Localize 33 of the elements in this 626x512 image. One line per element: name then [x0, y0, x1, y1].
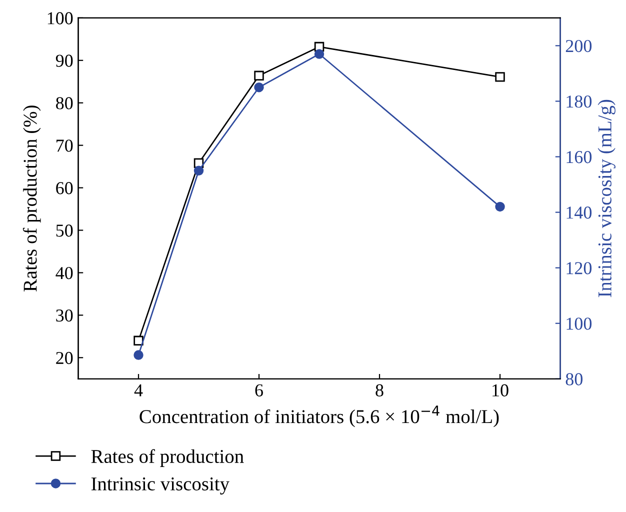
point [134, 336, 144, 346]
x-axis-title: Concentration of initiators (5.6 × 10$^{−4}$ mol/L) [140, 406, 499, 428]
y-tick-label: 70 [56, 140, 73, 152]
y2-tick-label: 180 [566, 95, 592, 108]
y-tick-label: 60 [56, 182, 73, 194]
y2-tick-label: 160 [566, 151, 592, 164]
y-axis-title: Rates of production (%) [22, 106, 41, 292]
point [314, 49, 324, 59]
y-tick-label: 30 [56, 309, 73, 322]
y-tick-label: 90 [56, 54, 73, 67]
point [254, 70, 264, 81]
y-tick-label: 40 [56, 266, 73, 280]
y-tick-label: 100 [48, 12, 73, 24]
point [254, 82, 264, 92]
y2-tick-label: 100 [566, 318, 592, 330]
point [495, 72, 505, 82]
point [134, 350, 144, 360]
y-tick-label: 50 [56, 224, 73, 237]
y2-tick-label: 140 [566, 206, 592, 219]
legend-label: Intrinsic viscosity [91, 477, 230, 494]
y-tick-label: 80 [56, 97, 73, 110]
x-tick-label: 10 [492, 384, 508, 396]
y2-tick-label: 120 [566, 262, 592, 274]
x-tick-label: 4 [134, 384, 143, 396]
x-tick-label: 8 [376, 384, 384, 396]
y2-tick-label: 80 [566, 373, 582, 386]
x-tick-label: 6 [255, 384, 263, 396]
point [194, 166, 204, 176]
y2-tick-label: 200 [566, 40, 592, 52]
y2-axis-title: Intrinsic viscosity (mL/g) [598, 100, 616, 298]
y-tick-label: 20 [56, 352, 73, 364]
legend-label: Rates of production [91, 449, 244, 467]
point [495, 202, 505, 212]
